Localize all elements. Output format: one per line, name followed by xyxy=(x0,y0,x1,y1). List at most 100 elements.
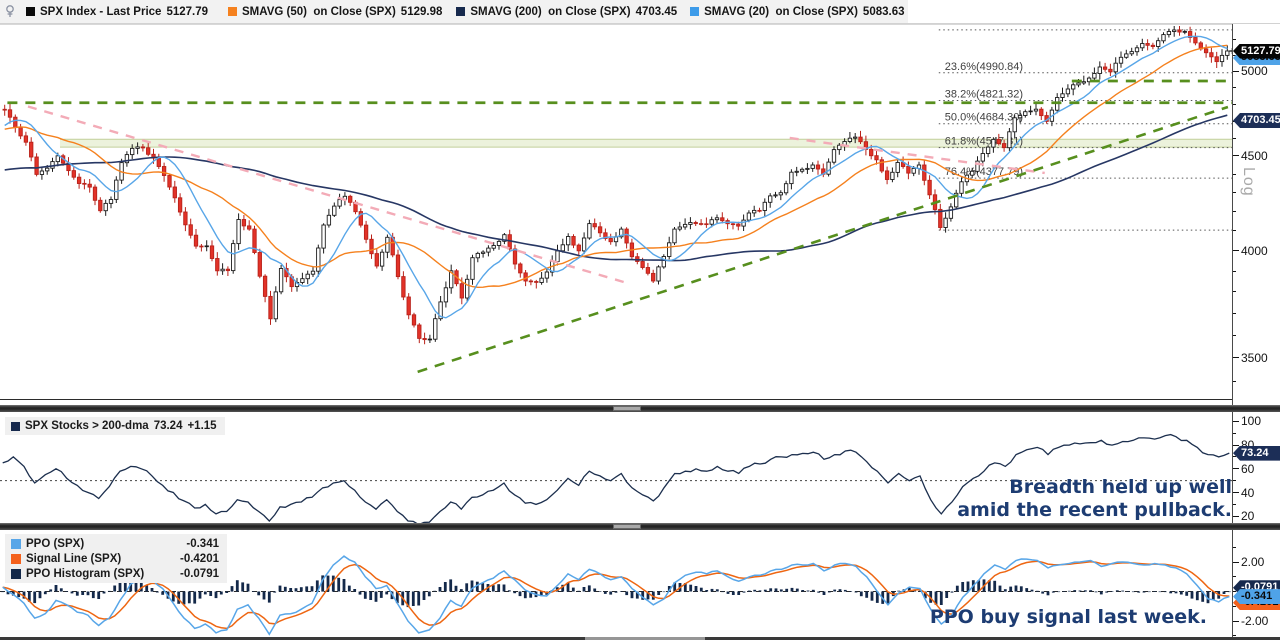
y-axis-tick-label: 4500 xyxy=(1241,148,1268,163)
legend-item-label: SMAVG (20) on Close (SPX) xyxy=(704,5,858,18)
breadth-legend-label: SPX Stocks > 200-dma xyxy=(25,420,149,432)
panel-resize-handle[interactable] xyxy=(0,523,1280,530)
plot-top-border xyxy=(0,24,1232,25)
legend-item[interactable]: SMAVG (20) on Close (SPX) 5083.63 xyxy=(690,5,905,18)
y-axis-minor-tick xyxy=(1233,312,1236,314)
y-axis-tick xyxy=(1233,468,1239,470)
axis-price-tag: 5127.79 xyxy=(1233,43,1280,59)
ppo-legend-label: PPO Histogram (SPX) xyxy=(26,567,145,580)
y-axis-minor-tick xyxy=(1233,591,1236,593)
horizontal-scrollbar[interactable] xyxy=(0,637,1280,640)
panel-resize-handle[interactable] xyxy=(0,405,1280,412)
signal-line xyxy=(2,560,1230,630)
candlestick-series-up xyxy=(39,29,1230,341)
ppo-legend-value: -0.4201 xyxy=(179,552,219,565)
y-axis-tick-label: -2.00 xyxy=(1241,614,1269,629)
legend-item-value: 5127.79 xyxy=(166,5,209,18)
ppo-annotation: PPO buy signal last week. xyxy=(929,606,1207,628)
y-axis-minor-tick xyxy=(1233,546,1236,548)
y-axis-tick-label: 100 xyxy=(1241,414,1262,429)
series-swatch-icon xyxy=(11,568,21,579)
breadth-legend[interactable]: SPX Stocks > 200-dma 73.24 +1.15 xyxy=(5,417,225,435)
main-panel[interactable]: 23.6%(4990.84) 38.2%(4821.32) 50.0%(4684.3… xyxy=(2,24,1232,374)
series-swatch-icon xyxy=(11,538,21,549)
y-axis-minor-tick xyxy=(1233,87,1236,89)
breadth-panel[interactable] xyxy=(0,433,1232,525)
candlestick-series-down xyxy=(2,29,1219,341)
ppo-legend[interactable]: PPO (SPX) -0.341 Signal Line (SPX) -0.42… xyxy=(5,534,227,583)
green-uptrend-line[interactable] xyxy=(417,105,1229,374)
ppo-legend-row: PPO Histogram (SPX) -0.0791 xyxy=(11,566,219,581)
y-axis-tick xyxy=(1233,620,1239,622)
y-axis-line[interactable] xyxy=(1232,23,1233,637)
candle-wicks-down xyxy=(4,26,1218,345)
price-chart-canvas[interactable]: 23.6%(4990.84) 38.2%(4821.32) 50.0%(4684.3… xyxy=(0,0,1232,640)
series-swatch-icon xyxy=(26,7,35,16)
y-axis-tick-label: 5000 xyxy=(1241,64,1268,79)
support-band xyxy=(59,139,1232,148)
y-axis-minor-tick xyxy=(1233,173,1236,175)
ppo-line xyxy=(2,555,1230,636)
series-swatch-icon xyxy=(690,7,700,16)
y-axis-minor-tick xyxy=(1233,192,1236,194)
y-axis-tick-label: 40 xyxy=(1241,485,1255,500)
ppo-legend-label: Signal Line (SPX) xyxy=(26,552,122,565)
y-axis-tick-label: 3500 xyxy=(1241,350,1268,365)
legend-item[interactable]: SPX Index - Last Price 5127.79 xyxy=(26,6,208,18)
y-axis-minor-tick xyxy=(1233,576,1236,578)
sma-200-line xyxy=(4,114,1228,262)
y-axis-tick xyxy=(1233,515,1239,517)
ppo-legend-label: PPO (SPX) xyxy=(26,537,85,550)
ppo-legend-value: -0.341 xyxy=(186,537,219,550)
y-axis-tick xyxy=(1233,420,1239,422)
last-price-marker-icon xyxy=(1229,48,1232,55)
axis-price-tag: 4703.45 xyxy=(1233,112,1280,128)
y-axis-tick-label: 20 xyxy=(1241,509,1255,524)
legend-item-label: SMAVG (200) on Close (SPX) xyxy=(470,5,631,18)
annotation-line: amid the recent pullback. xyxy=(957,499,1232,521)
y-axis-minor-tick xyxy=(1233,334,1236,336)
y-axis-minor-tick xyxy=(1233,137,1236,139)
y-axis-tick-label: 2.00 xyxy=(1241,555,1265,569)
legend-item-value: 4703.45 xyxy=(635,5,678,18)
y-axis-minor-tick xyxy=(1233,230,1236,232)
legend-item-value: 5083.63 xyxy=(862,5,905,18)
chart-legend-bar: SPX Index - Last Price 5127.79 SMAVG (50) … xyxy=(0,0,1280,24)
pin-icon[interactable] xyxy=(5,5,15,18)
scrollbar-thumb[interactable] xyxy=(585,637,705,640)
series-swatch-icon xyxy=(456,7,466,16)
y-axis-minor-tick xyxy=(1233,270,1236,272)
breadth-line xyxy=(2,433,1230,523)
resize-grip-icon[interactable] xyxy=(613,406,641,411)
series-swatch-icon xyxy=(228,7,238,16)
y-axis-minor-tick xyxy=(1233,210,1236,212)
legend-item[interactable]: SMAVG (50) on Close (SPX) 5129.98 xyxy=(228,6,442,18)
y-axis-tick xyxy=(1233,155,1239,157)
y-axis-minor-tick xyxy=(1233,39,1236,41)
y-axis-minor-tick xyxy=(1233,480,1236,482)
y-axis-tick xyxy=(1233,492,1239,494)
annotation-line: Breadth held up well xyxy=(1009,476,1232,498)
y-axis-minor-tick xyxy=(1233,456,1236,458)
y-axis-minor-tick xyxy=(1233,432,1236,434)
legend-item[interactable]: SMAVG (200) on Close (SPX) 4703.45 xyxy=(456,6,677,18)
axis-price-tag: 73.24 xyxy=(1233,445,1280,461)
series-swatch-icon xyxy=(11,421,20,431)
legend-item-label: SPX Index - Last Price xyxy=(40,5,162,18)
ppo-legend-row: Signal Line (SPX) -0.4201 xyxy=(11,551,219,566)
pink-downtrend-line[interactable] xyxy=(789,136,1045,175)
pink-downtrend-line[interactable] xyxy=(27,105,631,286)
series-swatch-icon xyxy=(11,553,21,564)
y-axis-tick xyxy=(1233,70,1239,72)
ppo-panel[interactable] xyxy=(0,555,1232,636)
resize-grip-icon[interactable] xyxy=(613,524,641,529)
y-axis-tick-label: 4000 xyxy=(1241,243,1268,258)
breadth-legend-value: 73.24 xyxy=(153,420,183,432)
breadth-annotation: Breadth held up well amid the recent pul… xyxy=(957,476,1232,522)
y-axis-minor-tick xyxy=(1233,503,1236,505)
ppo-histogram xyxy=(1,575,1231,608)
plot-bottom-border xyxy=(0,399,1232,400)
legend-item-label: SMAVG (50) on Close (SPX) xyxy=(242,5,396,18)
ppo-legend-row: PPO (SPX) -0.341 xyxy=(11,536,219,551)
axis-price-tag: -0.341 xyxy=(1233,589,1280,605)
